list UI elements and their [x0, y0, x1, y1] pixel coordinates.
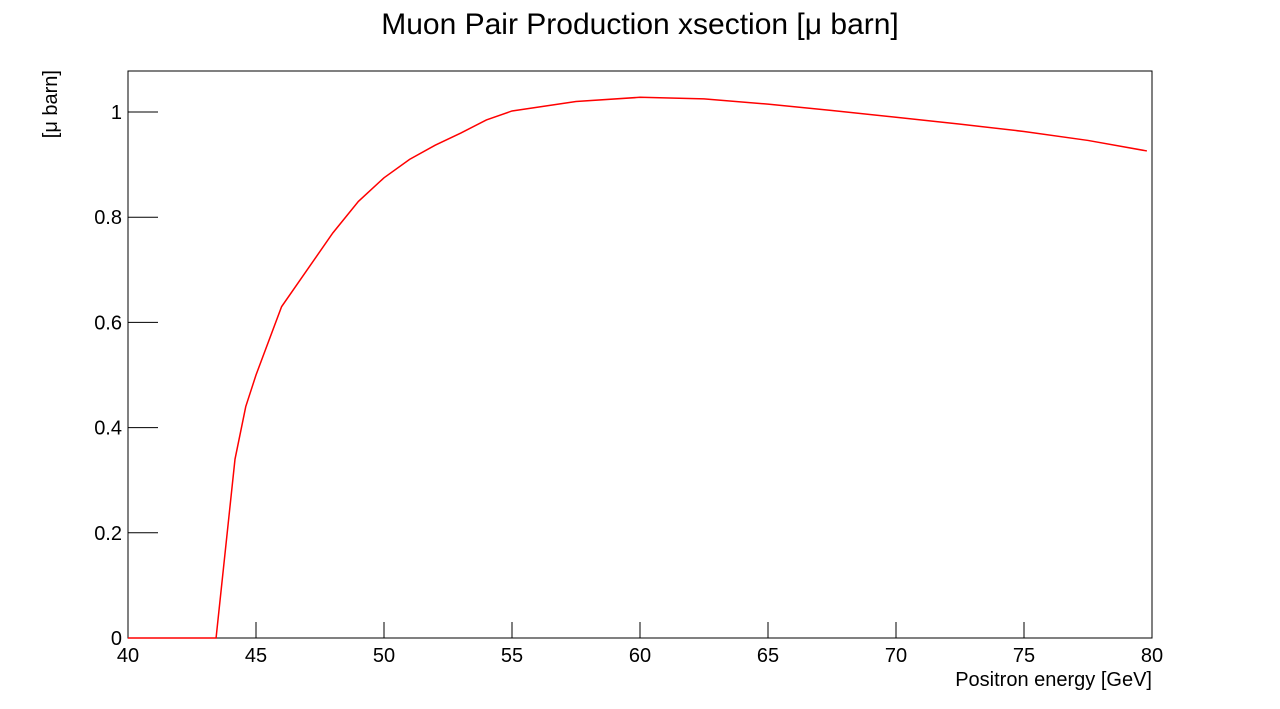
y-tick-label: 0.6 [94, 312, 122, 334]
x-tick-label: 50 [373, 645, 395, 667]
x-tick-label: 65 [757, 645, 779, 667]
x-tick-label: 75 [1013, 645, 1035, 667]
x-tick-label: 60 [629, 645, 651, 667]
x-tick-label: 55 [501, 645, 523, 667]
data-line [128, 96, 1148, 639]
x-tick-label: 70 [885, 645, 907, 667]
x-tick-label: 80 [1141, 645, 1163, 667]
y-tick-label: 0.2 [94, 523, 122, 545]
y-tick-label: 0.4 [94, 418, 122, 440]
x-tick-label: 45 [245, 645, 267, 667]
x-tick-label: 40 [117, 645, 139, 667]
plot-frame [127, 70, 1153, 639]
x-axis-label: Positron energy [GeV] [955, 669, 1152, 691]
chart-title: Muon Pair Production xsection [μ barn] [381, 8, 899, 41]
y-tick-label: 0 [111, 628, 122, 650]
y-tick-label: 0.8 [94, 207, 122, 229]
y-tick-label: 1 [111, 102, 122, 124]
y-axis-label: [μ barn] [40, 70, 62, 138]
